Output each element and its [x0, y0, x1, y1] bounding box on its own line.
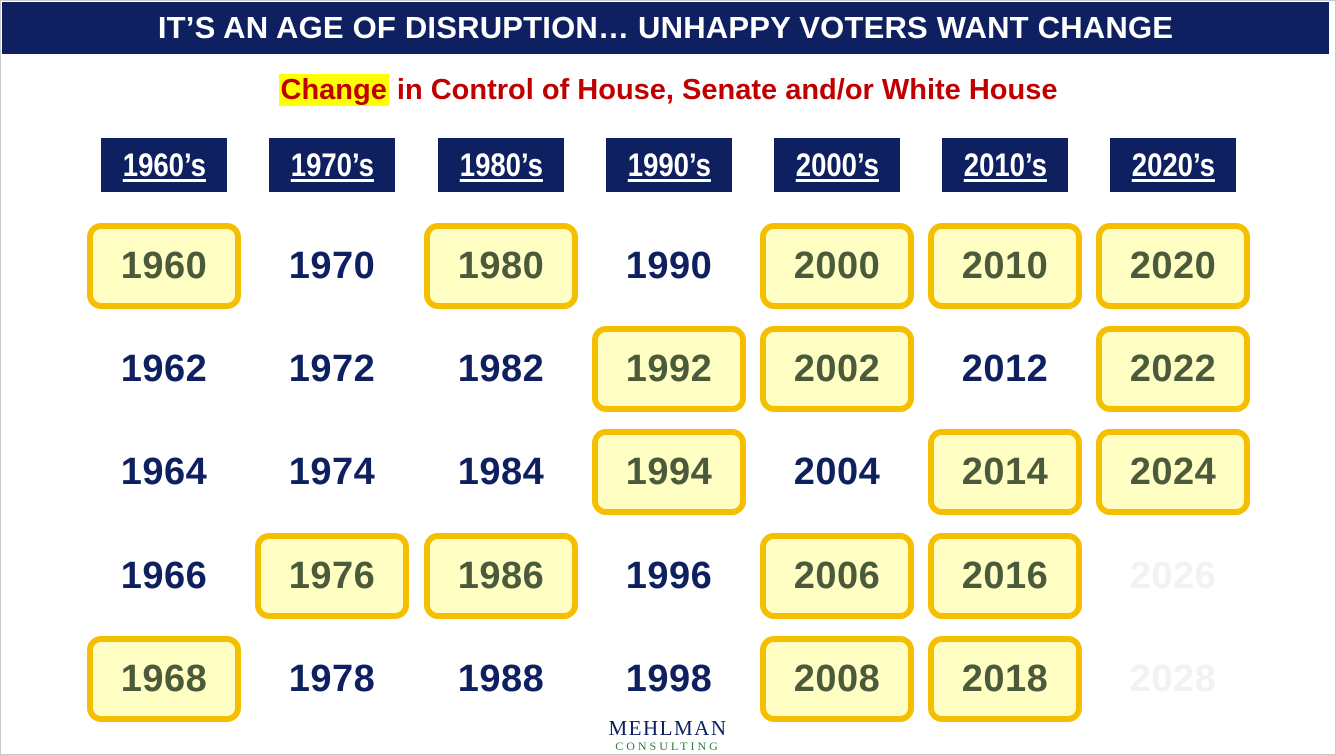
year-cell-change: 2006	[760, 533, 914, 619]
decade-label: 1970’s	[290, 146, 374, 183]
year-cell-change: 2000	[760, 223, 914, 309]
decade-label: 2000’s	[795, 146, 879, 183]
year-label: 1962	[120, 347, 208, 390]
year-cell-future: 2026	[1096, 533, 1250, 619]
decade-label: 2010’s	[963, 146, 1047, 183]
year-cell-change: 1968	[87, 636, 241, 722]
year-cell-change: 2018	[928, 636, 1082, 722]
year-cell-change: 2014	[928, 429, 1082, 515]
year-cell: 1990	[592, 223, 746, 309]
year-cell: 1972	[255, 326, 409, 412]
year-cell-change: 2024	[1096, 429, 1250, 515]
year-label: 2022	[1129, 347, 1217, 390]
year-label: 1990	[625, 244, 713, 287]
year-label: 1972	[288, 347, 376, 390]
year-label: 2026	[1129, 554, 1217, 597]
year-cell-change: 1960	[87, 223, 241, 309]
year-cell: 1984	[424, 429, 578, 515]
year-cell-change: 2002	[760, 326, 914, 412]
year-label: 2024	[1129, 450, 1217, 493]
year-cell-change: 2020	[1096, 223, 1250, 309]
decade-header: 1980’s	[438, 138, 564, 192]
year-cell: 2012	[928, 326, 1082, 412]
year-cell-change: 1994	[592, 429, 746, 515]
mehlman-logo: MEHLMAN CONSULTING	[580, 718, 756, 754]
logo-sub-text: CONSULTING	[615, 739, 721, 753]
year-label: 2006	[793, 554, 881, 597]
year-label: 1984	[457, 450, 545, 493]
subtitle: Change in Control of House, Senate and/o…	[0, 70, 1336, 110]
year-label: 2002	[793, 347, 881, 390]
year-cell: 1982	[424, 326, 578, 412]
year-label: 1964	[120, 450, 208, 493]
decade-header: 2000’s	[774, 138, 900, 192]
year-label: 2000	[793, 244, 881, 287]
year-label: 1966	[120, 554, 208, 597]
year-cell-change: 1976	[255, 533, 409, 619]
year-label: 1976	[288, 554, 376, 597]
year-label: 2004	[793, 450, 881, 493]
decade-label: 1960’s	[122, 146, 206, 183]
year-cell-future: 2028	[1096, 636, 1250, 722]
year-label: 1960	[120, 244, 208, 287]
subtitle-highlight: Change	[278, 74, 389, 106]
year-label: 1988	[457, 657, 545, 700]
year-cell: 1974	[255, 429, 409, 515]
decade-header: 2010’s	[942, 138, 1068, 192]
year-label: 1996	[625, 554, 713, 597]
year-label: 2010	[961, 244, 1049, 287]
subtitle-text: in Control of House, Senate and/or White…	[388, 74, 1058, 106]
decade-label: 2020’s	[1131, 146, 1215, 183]
year-cell: 1988	[424, 636, 578, 722]
year-cell-change: 2016	[928, 533, 1082, 619]
year-label: 2012	[961, 347, 1049, 390]
year-label: 2020	[1129, 244, 1217, 287]
year-label: 1980	[457, 244, 545, 287]
year-cell: 1966	[87, 533, 241, 619]
year-cell: 2004	[760, 429, 914, 515]
year-cell-change: 1986	[424, 533, 578, 619]
year-cell-change: 2022	[1096, 326, 1250, 412]
decade-header: 2020’s	[1110, 138, 1236, 192]
year-cell: 1964	[87, 429, 241, 515]
year-label: 1968	[120, 657, 208, 700]
year-label: 2014	[961, 450, 1049, 493]
year-label: 1998	[625, 657, 713, 700]
year-label: 2018	[961, 657, 1049, 700]
decade-label: 1990’s	[627, 146, 711, 183]
year-cell: 1978	[255, 636, 409, 722]
year-cell-change: 2010	[928, 223, 1082, 309]
year-cell: 1996	[592, 533, 746, 619]
year-cell-change: 2008	[760, 636, 914, 722]
year-label: 1992	[625, 347, 713, 390]
decade-label: 1980’s	[459, 146, 543, 183]
decade-header: 1990’s	[606, 138, 732, 192]
decade-header: 1960’s	[101, 138, 227, 192]
year-cell: 1998	[592, 636, 746, 722]
year-cell: 1962	[87, 326, 241, 412]
year-label: 1982	[457, 347, 545, 390]
year-cell-change: 1980	[424, 223, 578, 309]
title-banner: IT’S AN AGE OF DISRUPTION… UNHAPPY VOTER…	[2, 2, 1329, 54]
year-label: 1994	[625, 450, 713, 493]
year-cell-change: 1992	[592, 326, 746, 412]
logo-main-text: MEHLMAN	[608, 716, 728, 740]
year-label: 1974	[288, 450, 376, 493]
page-title: IT’S AN AGE OF DISRUPTION… UNHAPPY VOTER…	[157, 10, 1174, 45]
decade-header: 1970’s	[269, 138, 395, 192]
year-label: 2028	[1129, 657, 1217, 700]
year-cell: 1970	[255, 223, 409, 309]
year-label: 2008	[793, 657, 881, 700]
year-label: 2016	[961, 554, 1049, 597]
year-label: 1986	[457, 554, 545, 597]
year-label: 1978	[288, 657, 376, 700]
year-label: 1970	[288, 244, 376, 287]
